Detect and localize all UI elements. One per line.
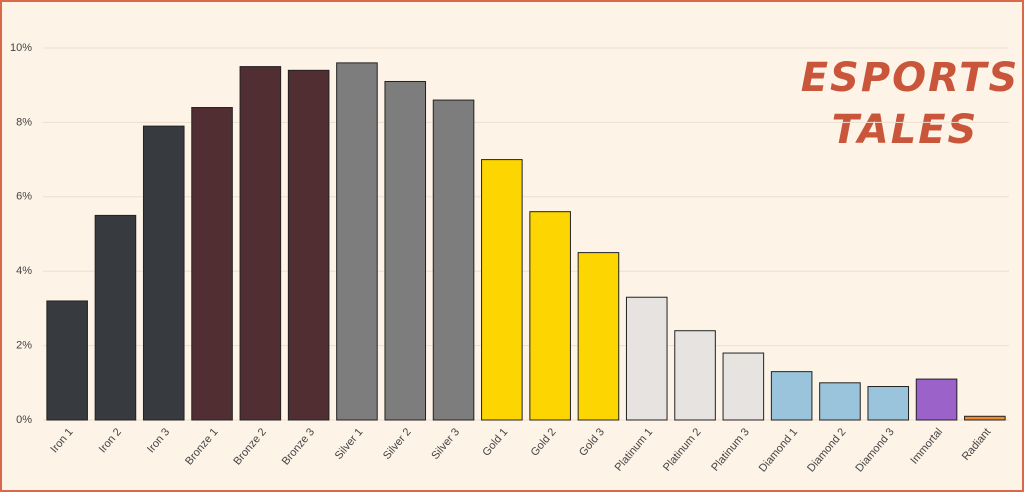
logo-line2: TALES [832, 107, 979, 153]
bar [770, 371, 813, 421]
bar [239, 66, 282, 421]
y-tick-label: 8% [16, 116, 32, 128]
y-tick-label: 0% [16, 414, 32, 426]
y-tick-label: 10% [10, 42, 32, 54]
bar [384, 80, 427, 421]
bar [867, 386, 910, 421]
bar [577, 252, 620, 421]
y-tick-label: 2% [16, 340, 32, 352]
bar [432, 99, 475, 421]
bar [529, 211, 571, 421]
bar [722, 352, 765, 421]
y-tick-label: 4% [16, 265, 32, 277]
logo-line1: ESPORTS [801, 55, 1020, 101]
bar [674, 330, 716, 421]
bar [94, 214, 137, 421]
bar [915, 378, 958, 421]
bar [964, 415, 1006, 421]
bar [336, 62, 378, 421]
y-tick-label: 6% [16, 191, 32, 203]
bar [191, 107, 233, 421]
bar [625, 296, 668, 421]
bar [142, 125, 185, 421]
bar [819, 382, 861, 421]
bar [481, 159, 523, 421]
bar [287, 69, 330, 421]
bar [46, 300, 88, 421]
